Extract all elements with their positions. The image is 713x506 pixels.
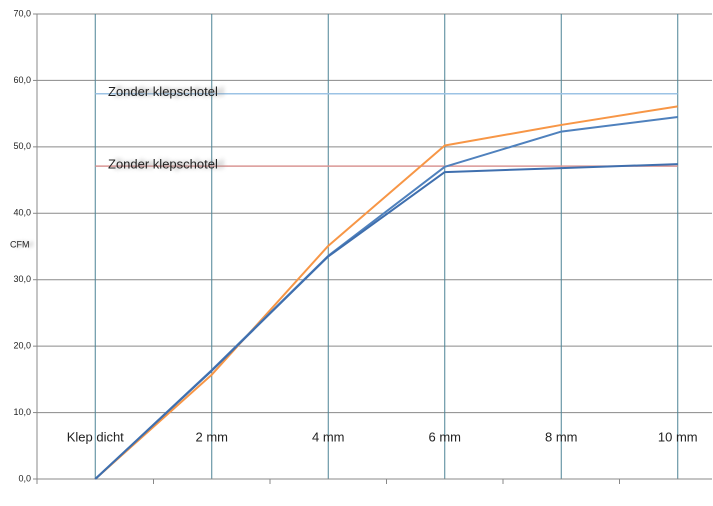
y-tick-label: 20,0 (13, 341, 31, 351)
reference-label: Zonder klepschotel (108, 157, 218, 172)
x-tick-label: 6 mm (429, 429, 462, 444)
y-tick-label: 60,0 (13, 75, 31, 85)
series-line (94, 105, 678, 480)
y-axis-label: CFM (10, 239, 30, 249)
reference-label: Zonder klepschotel (108, 84, 218, 99)
y-tick-label: 30,0 (13, 274, 31, 284)
y-tick-label: 40,0 (13, 208, 31, 218)
y-tick-label: 0,0 (18, 473, 31, 483)
y-tick-label: 70,0 (13, 8, 31, 18)
x-tick-label: 8 mm (545, 429, 578, 444)
y-tick-label: 50,0 (13, 141, 31, 151)
x-tick-label: 10 mm (658, 429, 698, 444)
y-tick-label: 10,0 (13, 407, 31, 417)
x-tick-label: Klep dicht (67, 429, 124, 444)
x-tick-label: 2 mm (196, 429, 229, 444)
series-line (94, 163, 678, 480)
x-tick-label: 4 mm (312, 429, 345, 444)
